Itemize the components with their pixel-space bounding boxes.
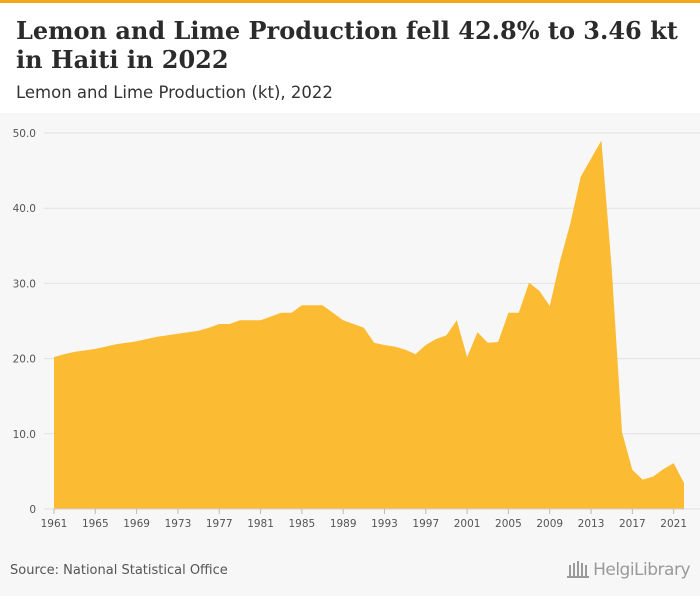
source-note: Source: National Statistical Office [10,563,228,578]
data-point-1991[interactable] [362,326,366,330]
x-tick-label: 2009 [536,518,563,530]
x-tick-label: 1965 [82,518,109,530]
library-building-icon [567,561,590,578]
data-point-1994[interactable] [393,345,397,349]
data-point-1976[interactable] [207,326,211,330]
data-point-2022[interactable] [682,481,686,485]
x-tick-label: 1981 [247,518,274,530]
data-point-1968[interactable] [124,341,128,345]
data-point-2015[interactable] [610,266,614,270]
data-point-1965[interactable] [93,347,97,351]
data-point-1988[interactable] [331,311,335,315]
y-axis-ticks: 0 10.0 20.0 30.0 40.0 50.0 [13,128,36,516]
data-point-2009[interactable] [548,304,552,308]
data-point-1981[interactable] [259,318,263,322]
x-tick-label: 1997 [412,518,439,530]
data-point-1989[interactable] [341,318,345,322]
x-tick-label: 1989 [330,518,357,530]
data-point-1961[interactable] [52,355,56,359]
data-point-1998[interactable] [434,337,438,341]
y-tick-label: 20.0 [13,354,36,366]
x-tick-label: 2021 [660,518,687,530]
x-tick-label: 1973 [165,518,192,530]
data-point-1973[interactable] [176,332,180,336]
data-point-2020[interactable] [661,467,665,471]
data-point-2004[interactable] [496,340,500,344]
x-tick-label: 1985 [289,518,316,530]
data-point-1964[interactable] [83,348,87,352]
data-point-2000[interactable] [455,318,459,322]
data-point-2013[interactable] [589,157,593,161]
data-point-1962[interactable] [62,352,66,356]
data-point-1966[interactable] [104,345,108,349]
data-point-2008[interactable] [537,289,541,293]
data-point-1999[interactable] [444,333,448,337]
data-point-1992[interactable] [372,341,376,345]
x-tick-label: 1977 [206,518,233,530]
x-tick-label: 1969 [123,518,150,530]
chart-header: Lemon and Lime Production fell 42.8% to … [0,3,700,113]
chart-subtitle: Lemon and Lime Production (kt), 2022 [16,83,333,102]
data-point-1985[interactable] [300,303,304,307]
x-tick-label: 2013 [578,518,605,530]
data-point-1977[interactable] [217,322,221,326]
data-point-2011[interactable] [568,221,572,225]
data-point-1974[interactable] [186,330,190,334]
series-area [54,140,684,509]
data-point-1971[interactable] [155,335,159,339]
y-tick-label: 10.0 [13,429,36,441]
data-point-1995[interactable] [403,348,407,352]
data-point-2006[interactable] [517,311,521,315]
x-axis-ticks: 1961 1965 1969 1973 1977 1981 1985 1989 1993 1997… [41,509,687,530]
x-tick-label: 2001 [454,518,481,530]
data-point-2001[interactable] [465,355,469,359]
data-point-1972[interactable] [166,333,170,337]
x-tick-label: 1961 [41,518,68,530]
helgilibrary-logo[interactable]: HelgiLibrary [566,560,690,580]
data-point-1990[interactable] [352,322,356,326]
data-point-2021[interactable] [672,461,676,465]
data-point-1983[interactable] [279,311,283,315]
data-point-1980[interactable] [248,318,252,322]
data-point-1970[interactable] [145,337,149,341]
data-point-1982[interactable] [269,314,273,318]
data-point-2016[interactable] [620,430,624,434]
data-point-1997[interactable] [424,343,428,347]
data-point-2012[interactable] [579,175,583,179]
chart-title: Lemon and Lime Production fell 42.8% to … [16,16,678,74]
data-point-1996[interactable] [413,352,417,356]
data-point-2019[interactable] [651,475,655,479]
data-point-1963[interactable] [73,350,77,354]
y-tick-label: 0 [29,504,36,516]
x-tick-label: 2005 [495,518,522,530]
data-point-1993[interactable] [382,343,386,347]
data-point-2003[interactable] [486,341,490,345]
y-tick-label: 40.0 [13,203,36,215]
data-point-2010[interactable] [558,259,562,263]
x-tick-label: 2017 [619,518,646,530]
data-point-1969[interactable] [135,339,139,343]
data-point-2005[interactable] [506,311,510,315]
data-point-2007[interactable] [527,281,531,285]
data-point-1967[interactable] [114,342,118,346]
data-point-2002[interactable] [475,330,479,334]
data-point-1979[interactable] [238,318,242,322]
series-area-layer [52,139,686,510]
y-tick-label: 30.0 [13,278,36,290]
data-point-2014[interactable] [599,139,603,143]
x-tick-label: 1993 [371,518,398,530]
data-point-1978[interactable] [228,322,232,326]
data-point-2018[interactable] [641,478,645,482]
data-point-1986[interactable] [310,303,314,307]
y-tick-label: 50.0 [13,128,36,140]
data-point-2017[interactable] [630,468,634,472]
data-point-1987[interactable] [321,303,325,307]
data-point-1984[interactable] [290,311,294,315]
top-accent-rule [0,0,700,3]
data-point-1975[interactable] [197,329,201,333]
logo-text: HelgiLibrary [593,560,690,580]
